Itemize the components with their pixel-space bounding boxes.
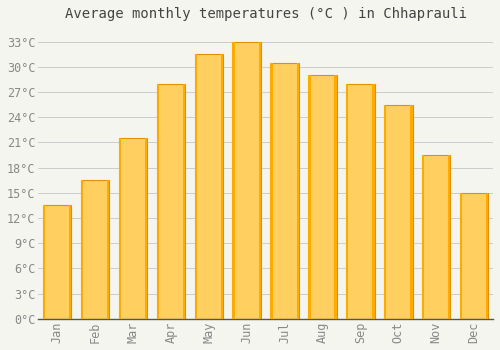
Bar — [232, 42, 261, 319]
Bar — [486, 193, 488, 319]
Bar — [194, 54, 197, 319]
Bar — [270, 63, 299, 319]
Bar — [156, 84, 185, 319]
Bar — [460, 193, 462, 319]
Bar — [194, 54, 223, 319]
Bar — [346, 84, 348, 319]
Bar — [258, 42, 261, 319]
Bar — [422, 155, 424, 319]
Bar — [270, 63, 272, 319]
Bar — [156, 84, 159, 319]
Bar — [296, 63, 299, 319]
Bar — [183, 84, 185, 319]
Bar — [372, 84, 374, 319]
Bar — [81, 180, 110, 319]
Bar — [448, 155, 450, 319]
Bar — [346, 84, 374, 319]
Bar — [422, 155, 450, 319]
Bar — [81, 180, 83, 319]
Bar — [384, 105, 412, 319]
Bar — [145, 138, 147, 319]
Bar — [220, 54, 223, 319]
Bar — [119, 138, 147, 319]
Bar — [410, 105, 412, 319]
Bar — [69, 205, 71, 319]
Bar — [460, 193, 488, 319]
Bar — [119, 138, 121, 319]
Bar — [232, 42, 234, 319]
Bar — [43, 205, 72, 319]
Bar — [384, 105, 386, 319]
Bar — [43, 205, 45, 319]
Bar — [308, 75, 310, 319]
Bar — [107, 180, 110, 319]
Bar — [308, 75, 336, 319]
Title: Average monthly temperatures (°C ) in Chhaprauli: Average monthly temperatures (°C ) in Ch… — [64, 7, 466, 21]
Bar — [334, 75, 336, 319]
